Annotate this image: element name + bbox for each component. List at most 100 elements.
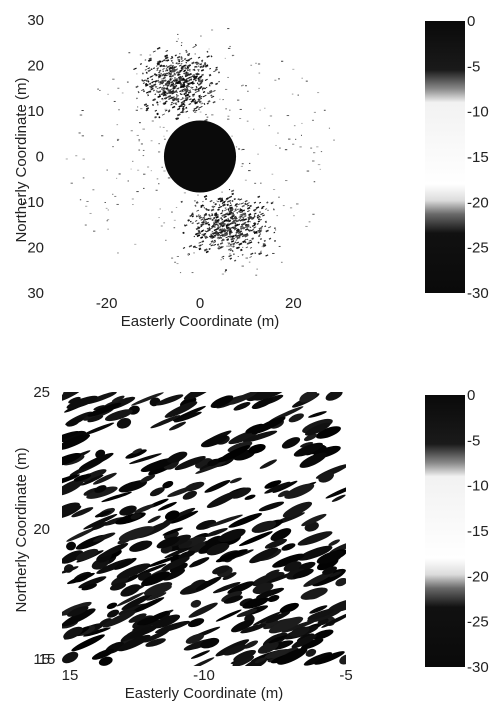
speckle-mark (137, 91, 140, 94)
speckle-mark (161, 88, 163, 90)
speckle-mark (236, 241, 240, 244)
speckle-mark (179, 52, 181, 55)
x-tick-label: 15 (62, 667, 79, 684)
speckle-mark (212, 205, 216, 208)
speckle-mark (229, 257, 233, 260)
speckle-mark (157, 90, 162, 94)
speckle-mark (185, 59, 188, 62)
speckle-mark (148, 57, 152, 61)
streak-mark (120, 584, 141, 597)
speckle-mark (107, 209, 109, 211)
speckle-mark (179, 92, 182, 96)
streak-mark (277, 490, 290, 498)
speckle-mark (242, 246, 244, 248)
streak-mark (83, 513, 118, 530)
speckle-mark (239, 117, 242, 119)
speckle-mark (200, 216, 203, 219)
speckle-mark (162, 59, 166, 62)
speckle-mark (239, 230, 243, 233)
speckle-mark (233, 198, 236, 201)
streak-mark (283, 561, 302, 572)
speckle-mark (317, 92, 320, 94)
streak-mark (325, 392, 343, 401)
speckle-mark (229, 249, 233, 252)
speckle-mark (181, 90, 184, 93)
streak-mark (229, 477, 242, 484)
speckle-mark (214, 220, 219, 224)
speckle-mark (195, 105, 199, 109)
streak-mark (301, 513, 327, 527)
streak-mark (242, 430, 278, 443)
speckle-mark (106, 220, 109, 222)
streak-mark (335, 577, 346, 587)
speckle-mark (226, 223, 230, 227)
speckle-mark (176, 113, 181, 117)
speckle-mark (187, 253, 189, 255)
speckle-mark (204, 78, 208, 81)
streak-mark (282, 501, 313, 518)
streak-mark (242, 596, 269, 609)
speckle-mark (232, 226, 236, 229)
speckle-mark (187, 54, 190, 57)
colorbar-tick-label: -15 (467, 523, 489, 540)
speckle-mark (213, 70, 217, 73)
speckle-mark (197, 56, 201, 59)
speckle-mark (248, 261, 251, 263)
speckle-mark (230, 215, 235, 218)
speckle-mark (161, 166, 164, 168)
speckle-mark (258, 72, 261, 74)
streak-mark (137, 563, 167, 576)
speckle-mark (263, 239, 266, 242)
speckle-mark (152, 75, 154, 77)
speckle-mark (213, 213, 218, 217)
speckle-mark (211, 95, 215, 98)
speckle-mark (183, 93, 186, 96)
speckle-mark (273, 227, 276, 230)
streak-mark (102, 610, 137, 628)
speckle-mark (229, 211, 232, 214)
speckle-mark (249, 221, 251, 223)
speckle-mark (185, 90, 188, 94)
speckle-mark (145, 108, 149, 112)
speckle-mark (313, 152, 316, 154)
speckle-mark (116, 124, 119, 126)
speckle-mark (272, 208, 275, 211)
streak-mark (195, 576, 222, 591)
speckle-mark (221, 233, 224, 235)
streak-mark (268, 635, 288, 644)
speckle-mark (234, 241, 237, 243)
speckle-mark (191, 61, 195, 65)
speckle-mark (228, 254, 232, 258)
speckle-mark (194, 101, 198, 105)
speckle-mark (244, 199, 248, 203)
speckle-mark (167, 89, 171, 92)
speckle-mark (223, 228, 226, 231)
speckle-mark (107, 93, 109, 95)
speckle-mark (164, 102, 167, 105)
speckle-mark (237, 203, 241, 206)
colorbar-tick-label: -5 (467, 58, 480, 75)
y-tick-label: 20 (33, 521, 50, 538)
speckle-mark (174, 78, 178, 81)
streak-mark (78, 452, 114, 470)
speckle-mark (257, 153, 259, 155)
streak-mark (264, 538, 288, 549)
speckle-mark (188, 244, 193, 248)
speckle-mark (201, 88, 204, 91)
speckle-mark (249, 226, 252, 229)
speckle-mark (227, 47, 231, 49)
streak-mark (281, 619, 318, 633)
speckle-mark (138, 139, 141, 141)
speckle-mark (162, 91, 167, 95)
speckle-mark (267, 209, 269, 211)
speckle-mark (116, 139, 119, 141)
streak-mark (264, 480, 282, 489)
colorbar-tick-label: -20 (467, 194, 489, 211)
speckle-mark (204, 87, 207, 90)
streak-mark (80, 474, 104, 486)
speckle-mark (257, 214, 260, 217)
speckle-mark (195, 43, 197, 47)
streak-mark (279, 602, 299, 614)
streak-mark (314, 651, 345, 665)
speckle-mark (151, 78, 154, 81)
